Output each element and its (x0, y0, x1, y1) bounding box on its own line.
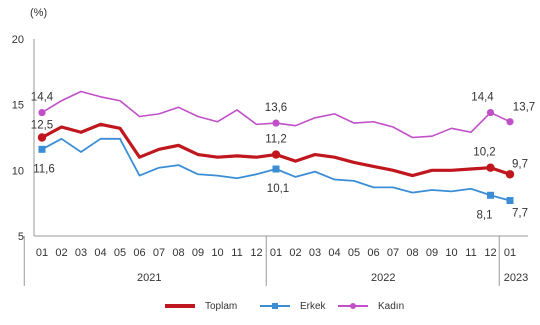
legend: Toplam Erkek Kadın (0, 296, 540, 316)
data-label: 14,4 (31, 92, 54, 104)
x-tick-label: 10 (445, 247, 457, 259)
x-tick-label: 06 (133, 247, 145, 259)
year-label: 2022 (371, 272, 395, 284)
x-tick-label: 11 (231, 247, 242, 259)
data-point-marker (271, 150, 281, 159)
data-label: 11,2 (265, 134, 287, 146)
y-tick-label: 15 (12, 100, 24, 112)
year-label: 2021 (137, 272, 161, 284)
x-tick-label: 12 (250, 247, 262, 259)
data-point-marker (272, 165, 280, 173)
x-tick-label: 12 (484, 247, 496, 259)
series-line-kadın (41, 90, 511, 139)
data-label: 13,6 (265, 102, 287, 114)
x-tick-label: 10 (211, 247, 223, 259)
y-unit-label: (%) (30, 7, 47, 19)
data-point-marker (38, 145, 46, 153)
y-axis: 5 10 15 20 (12, 34, 35, 243)
legend-label-erkek: Erkek (300, 300, 326, 312)
data-label: 7,7 (512, 208, 528, 220)
x-tick-label: 03 (75, 247, 87, 259)
data-label: 14,4 (471, 92, 494, 104)
legend-label-kadin: Kadın (378, 300, 405, 312)
x-tick-label: 05 (114, 247, 126, 259)
data-point-marker (486, 108, 495, 117)
data-point-marker (37, 133, 47, 142)
x-tick-label: 04 (94, 247, 106, 259)
legend-item-erkek: Erkek (260, 296, 326, 316)
legend-swatch-erkek-icon (260, 300, 290, 312)
x-tick-label: 07 (153, 247, 165, 259)
x-tick-label: 06 (367, 247, 379, 259)
data-label: 10,1 (267, 183, 289, 195)
x-tick-label: 09 (192, 247, 204, 259)
year-label: 2023 (504, 272, 528, 284)
legend-item-kadin: Kadın (338, 296, 404, 316)
x-tick-label: 08 (406, 247, 418, 259)
legend-label-toplam: Toplam (205, 300, 238, 312)
data-point-marker (506, 118, 514, 126)
data-label: 8,1 (477, 209, 493, 221)
y-tick-label: 10 (12, 165, 24, 177)
data-label: 9,7 (512, 158, 528, 170)
data-point-marker (486, 163, 495, 172)
x-tick-label: 01 (36, 247, 48, 259)
x-tick-label: 01 (270, 247, 282, 259)
series-lines (37, 90, 515, 205)
x-axis: 01 02 03 04 05 06 07 08 09 10 11 12 01 02 03 04 05 06 07 08… (23, 235, 528, 286)
x-tick-label: 02 (55, 247, 67, 259)
data-label: 12,5 (31, 120, 53, 132)
x-tick-label: 09 (426, 247, 438, 259)
data-point-marker (506, 197, 514, 205)
data-label: 10,2 (473, 147, 495, 159)
y-tick-label: 20 (12, 34, 24, 46)
x-tick-label: 11 (465, 247, 476, 259)
x-tick-label: 04 (328, 247, 340, 259)
legend-item-toplam: Toplam (165, 296, 237, 316)
data-point-marker (272, 119, 280, 127)
data-labels: 12,5 11,2 10,2 9,7 11,6 10,1 8,1 7,7 14,4 13,6 14,… (31, 92, 535, 222)
data-point-marker (487, 191, 494, 199)
x-tick-label: 07 (387, 247, 399, 259)
legend-swatch-kadin-icon (338, 300, 368, 312)
x-tick-label: 02 (289, 247, 301, 259)
data-point-marker (505, 170, 515, 179)
data-label: 11,6 (33, 163, 55, 175)
y-tick-label: 5 (18, 231, 24, 243)
x-tick-label: 05 (348, 247, 360, 259)
legend-swatch-toplam-icon (165, 300, 195, 312)
x-tick-label: 03 (309, 247, 321, 259)
data-label: 13,7 (513, 102, 535, 114)
data-point-marker (38, 108, 46, 117)
x-tick-label: 08 (172, 247, 184, 259)
x-tick-label: 01 (504, 247, 516, 259)
